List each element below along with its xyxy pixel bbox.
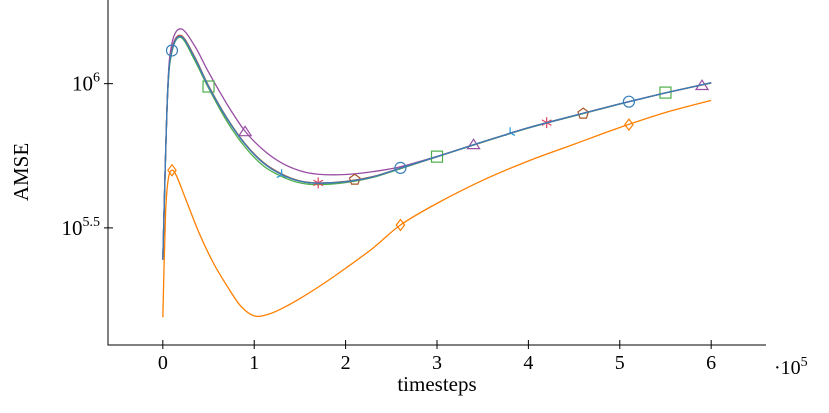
triangle-marker xyxy=(237,125,253,137)
x-tick-label: 1 xyxy=(249,352,259,374)
x-tick-label: 6 xyxy=(706,352,716,374)
square-marker xyxy=(659,86,672,99)
y-tick-exponent: 6 xyxy=(93,71,100,86)
x-axis-label: timesteps xyxy=(397,372,476,396)
y-tick-label: 105.5 xyxy=(62,215,101,240)
diamond-marker xyxy=(395,218,406,232)
pentagon-marker xyxy=(348,173,361,185)
series-circle xyxy=(162,35,712,260)
x-tick-label: 5 xyxy=(615,352,625,374)
x-scale-factor: ·105 xyxy=(774,355,808,379)
y-tick-base: 10 xyxy=(72,72,93,96)
x-scale-base: ·10 xyxy=(774,357,801,379)
x-tick-label: 3 xyxy=(432,352,442,374)
diamond-marker xyxy=(167,163,177,177)
y-tick-base: 10 xyxy=(62,216,83,240)
diamond-marker xyxy=(624,118,634,132)
series-layer xyxy=(162,28,712,318)
series-diamond xyxy=(162,99,712,318)
x-tick-label: 2 xyxy=(341,352,351,374)
circle-marker xyxy=(622,95,636,108)
x-tick-label: 4 xyxy=(523,352,533,374)
y-tick-exponent: 5.5 xyxy=(83,215,101,230)
circle-marker xyxy=(165,44,179,57)
series-square xyxy=(162,36,712,260)
x-ticks: 0 1 2 3 4 5 6 xyxy=(158,340,716,374)
y-tick-label: 106 xyxy=(72,71,100,96)
series-line xyxy=(162,36,712,260)
pentagon-marker xyxy=(577,107,590,119)
axes xyxy=(107,0,766,346)
circle-marker xyxy=(394,161,407,174)
y-axis-label: AMSE xyxy=(9,143,33,201)
square-marker xyxy=(430,150,444,163)
x-scale-exponent: 5 xyxy=(801,355,808,370)
series-line xyxy=(162,35,712,260)
x-tick-label: 0 xyxy=(158,352,168,374)
series-line xyxy=(162,99,712,318)
square-marker xyxy=(202,80,215,93)
